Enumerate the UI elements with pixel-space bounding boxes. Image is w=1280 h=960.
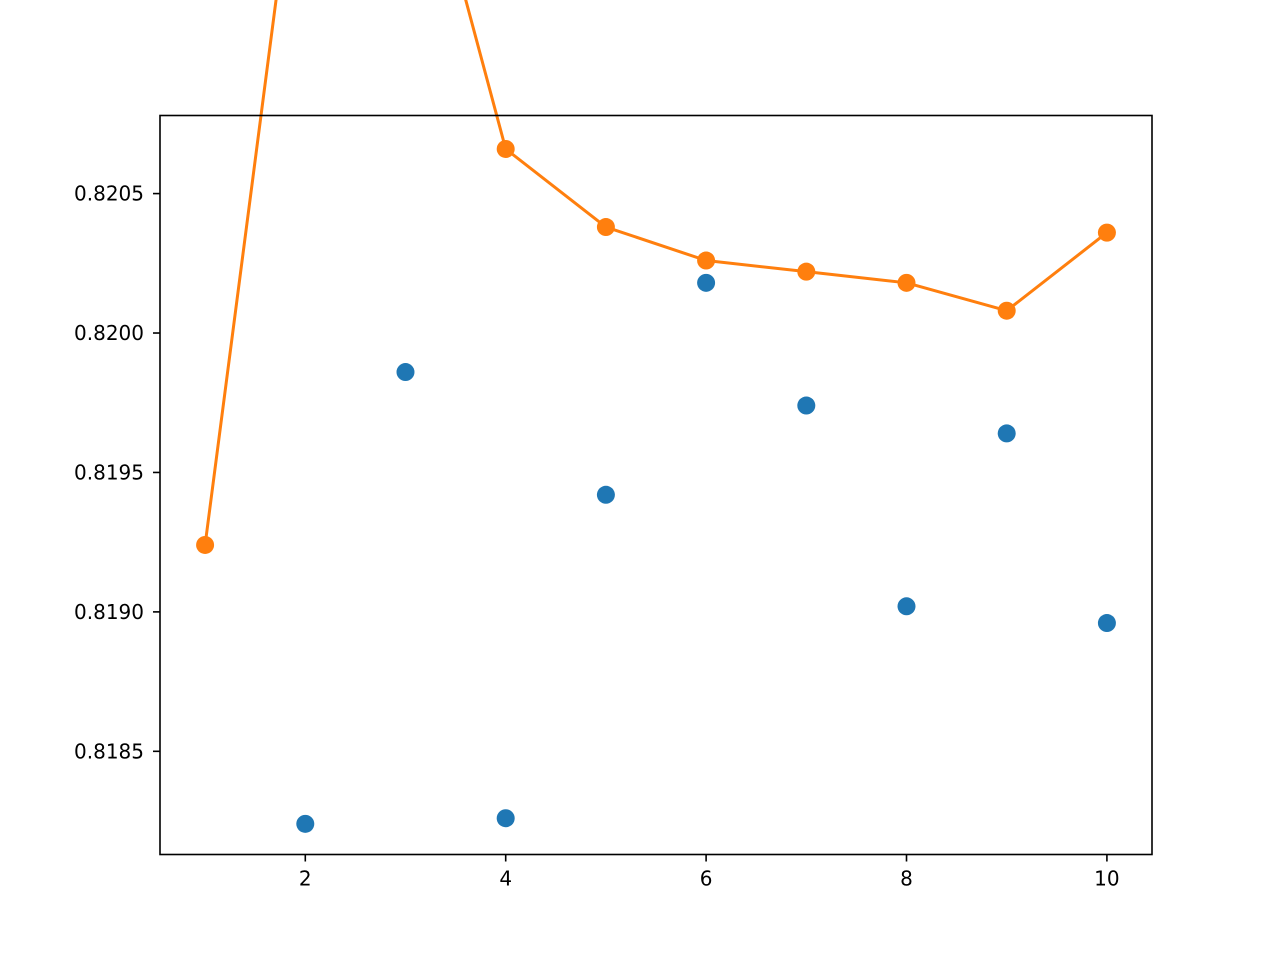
data-point (797, 262, 816, 281)
y-tick-label: 0.8190 (74, 600, 144, 624)
data-point (997, 301, 1016, 320)
axes-frame (159, 114, 1153, 856)
data-point (797, 396, 816, 415)
data-point (997, 424, 1016, 443)
series-1 (196, 0, 1116, 554)
y-tick-label: 0.8205 (74, 182, 144, 206)
series-0 (296, 273, 1116, 833)
data-point (196, 535, 215, 554)
series-line (203, 0, 1108, 546)
data-point (596, 218, 615, 237)
y-tick-label: 0.8200 (74, 321, 144, 345)
x-tick-label: 10 (1094, 867, 1119, 891)
y-tick-label: 0.8185 (74, 739, 144, 763)
data-point (596, 485, 615, 504)
x-tick-label: 8 (900, 867, 913, 891)
axes: 2 4 6 8 10 0.8185 0.8190 0.8195 0.8200 0.8205 (74, 182, 1120, 891)
data-point (897, 273, 916, 292)
x-tick-label: 6 (700, 867, 713, 891)
data-point (697, 251, 716, 270)
y-tick-label: 0.8195 (74, 460, 144, 484)
data-point (496, 809, 515, 828)
x-tick-label: 2 (299, 867, 312, 891)
data-point (296, 814, 315, 833)
data-point (1097, 614, 1116, 633)
plot-area (196, 0, 1116, 833)
data-point (697, 273, 716, 292)
data-point (496, 139, 515, 158)
x-tick-label: 4 (499, 867, 512, 891)
data-point (1097, 223, 1116, 242)
data-point (396, 363, 415, 382)
data-point (897, 597, 916, 616)
